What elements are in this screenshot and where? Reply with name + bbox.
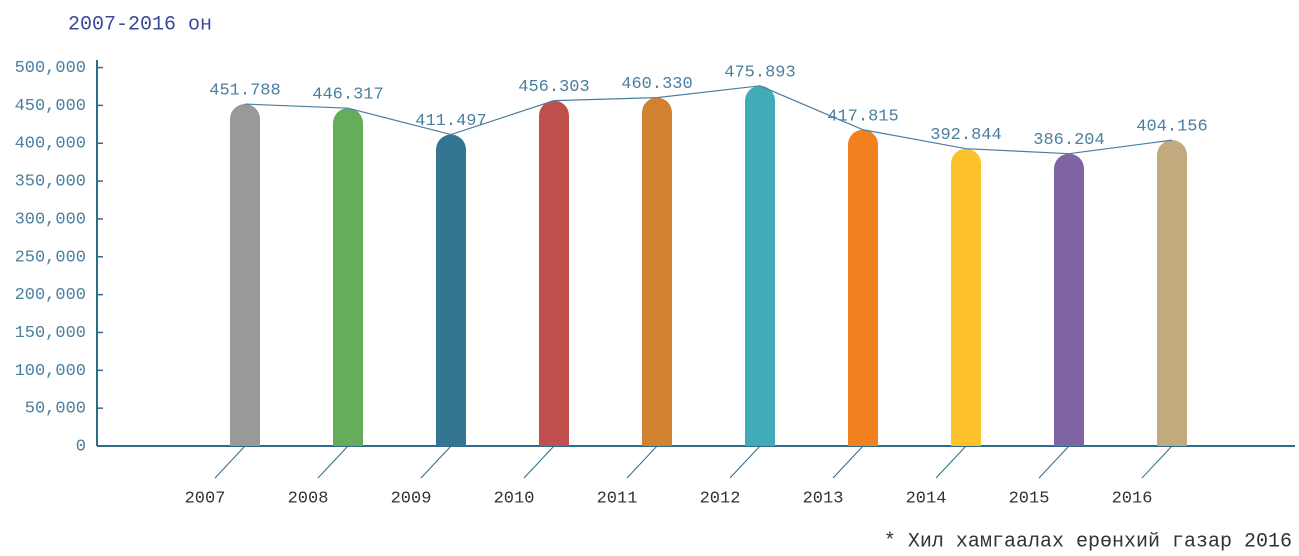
value-label: 451.788 [209, 82, 280, 101]
y-tick-label: 250,000 [15, 248, 86, 267]
value-label: 475.893 [724, 63, 795, 82]
bar [745, 85, 775, 446]
x-tick-label: 2008 [288, 489, 329, 508]
chart-title: 2007-2016 он [68, 13, 212, 36]
trend-line [244, 85, 1173, 155]
x-tick-label: 2015 [1009, 489, 1050, 508]
x-tick-label: 2007 [185, 489, 226, 508]
x-tick-label: 2009 [391, 489, 432, 508]
y-tick-label: 100,000 [15, 362, 86, 381]
bar [642, 97, 672, 446]
value-label: 392.844 [930, 126, 1001, 145]
x-tick-leader [729, 445, 761, 479]
bar [951, 148, 981, 446]
x-tick-label: 2010 [494, 489, 535, 508]
x-tick-leader [420, 445, 452, 479]
x-tick-label: 2011 [597, 489, 638, 508]
value-label: 460.330 [621, 75, 692, 94]
value-label: 456.303 [518, 78, 589, 97]
x-tick-label: 2014 [906, 489, 947, 508]
bar [1054, 153, 1084, 446]
value-label: 404.156 [1136, 118, 1207, 137]
bar [1157, 140, 1187, 447]
x-tick-leader [832, 445, 864, 479]
x-tick-leader [1141, 445, 1173, 479]
value-label: 446.317 [312, 86, 383, 105]
x-tick-label: 2012 [700, 489, 741, 508]
y-tick-label: 400,000 [15, 135, 86, 154]
x-tick-leader [1038, 445, 1070, 479]
y-tick-label: 200,000 [15, 286, 86, 305]
x-tick-leader [523, 445, 555, 479]
bar [848, 129, 878, 446]
x-tick-leader [626, 445, 658, 479]
x-tick-leader [935, 445, 967, 479]
x-tick-label: 2013 [803, 489, 844, 508]
value-label: 411.497 [415, 112, 486, 131]
bar [539, 100, 569, 446]
bar [230, 104, 260, 446]
y-tick-label: 350,000 [15, 173, 86, 192]
x-tick-leader [214, 445, 246, 479]
y-tick-label: 50,000 [25, 400, 86, 419]
y-tick-label: 450,000 [15, 97, 86, 116]
value-label: 386.204 [1033, 131, 1104, 150]
bar [333, 108, 363, 447]
source-note: * Хил хамгаалах ерөнхий газар 2016 [884, 530, 1292, 553]
bar [436, 134, 466, 446]
y-tick-label: 150,000 [15, 324, 86, 343]
y-tick-label: 0 [76, 437, 86, 456]
y-tick-label: 300,000 [15, 210, 86, 229]
y-tick-label: 500,000 [15, 59, 86, 78]
x-tick-leader [317, 445, 349, 479]
x-tick-label: 2016 [1112, 489, 1153, 508]
value-label: 417.815 [827, 107, 898, 126]
